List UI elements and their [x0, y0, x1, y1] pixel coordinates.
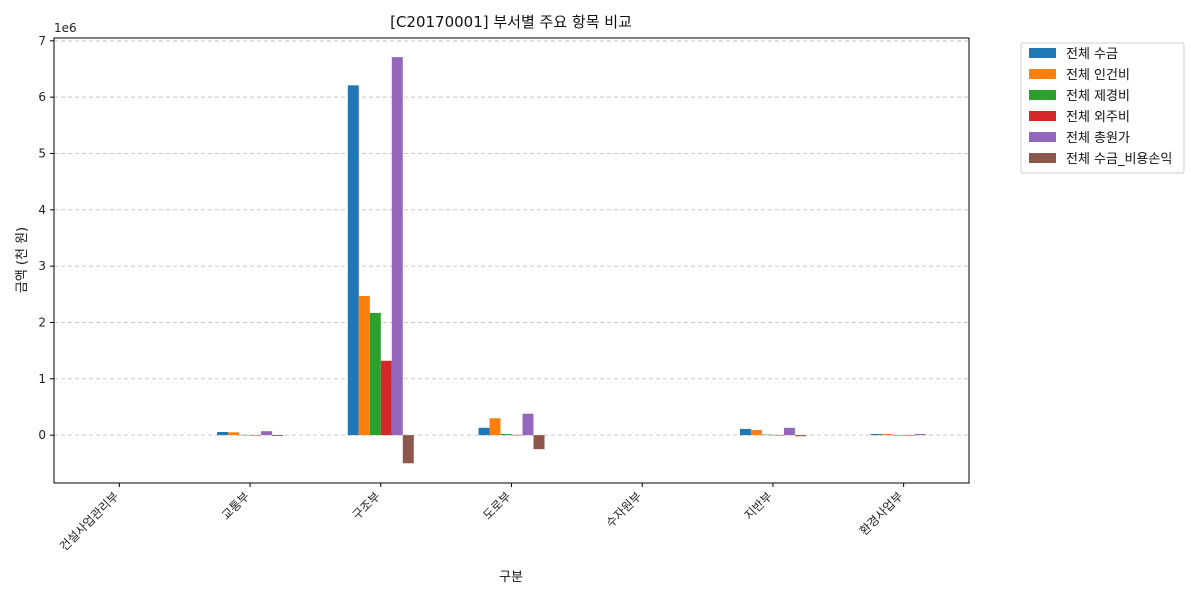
bar-3-4 [500, 433, 512, 436]
y-axis-title: 금액 (천 원) [15, 227, 30, 293]
bar-1-7 [870, 433, 882, 436]
bar-1-6 [739, 428, 751, 436]
bar-1-4 [478, 427, 490, 436]
bar-5-3 [391, 57, 403, 436]
x-tick-label-4: 도로부 [480, 489, 513, 522]
bar-5-6 [783, 427, 795, 436]
y-tick-label-5: 5 [38, 146, 46, 160]
legend-label-5: 전체 총원가 [1066, 131, 1130, 146]
legend-swatch-1 [1029, 48, 1056, 58]
legend-swatch-6 [1029, 153, 1056, 163]
bar-2-7 [881, 433, 893, 436]
legend-swatch-4 [1029, 111, 1056, 121]
y-tick-label-7: 7 [38, 34, 46, 48]
bar-6-2 [272, 435, 284, 436]
bar-3-2 [239, 434, 251, 436]
bar-4-3 [380, 360, 392, 436]
x-tick-label-2: 교통부 [219, 489, 252, 522]
bars [217, 57, 926, 464]
grid-lines [54, 40, 969, 436]
legend-label-2: 전체 인건비 [1066, 68, 1130, 83]
legend-swatch-3 [1029, 90, 1056, 100]
bar-3-7 [892, 434, 904, 436]
legend-box [1020, 42, 1185, 174]
bar-6-3 [402, 435, 414, 464]
y-tick-label-0: 0 [38, 428, 46, 442]
bar-4-2 [250, 434, 262, 436]
y-tick-label-1: 1 [38, 372, 46, 386]
chart-title: [C20170001] 부서별 주요 항목 비교 [390, 13, 632, 31]
bar-4-6 [772, 434, 784, 436]
bar-4-7 [903, 435, 915, 436]
y-axis: 0 1 2 3 4 5 6 7 [38, 34, 54, 442]
bar-4-4 [511, 434, 523, 436]
x-tick-label-5: 수자원부 [603, 489, 644, 530]
bar-5-7 [914, 433, 926, 436]
bar-3-3 [369, 312, 381, 436]
bar-6-6 [794, 435, 806, 437]
bar-2-2 [228, 432, 240, 436]
y-tick-label-6: 6 [38, 90, 46, 104]
y-tick-label-3: 3 [38, 259, 46, 273]
legend-swatch-5 [1029, 132, 1056, 142]
legend-label-4: 전체 외주비 [1066, 110, 1130, 125]
bar-5-2 [261, 431, 273, 436]
x-axis-title: 구분 [499, 570, 523, 585]
bar-2-3 [358, 295, 370, 436]
y-tick-label-2: 2 [38, 315, 46, 329]
legend-label-3: 전체 제경비 [1066, 89, 1130, 104]
x-tick-label-1: 건설사업관리부 [57, 489, 122, 554]
x-axis: 건설사업관리부 교통부 구조부 도로부 수자원부 지반부 환경사업부 [57, 483, 906, 554]
bar-2-6 [750, 430, 762, 436]
y-tick-label-4: 4 [38, 203, 46, 217]
bar-1-3 [347, 85, 359, 436]
legend-label-6: 전체 수금_비용손익 [1066, 152, 1172, 167]
bar-3-6 [761, 434, 773, 436]
bar-5-4 [522, 413, 534, 436]
legend-label-1: 전체 수금 [1066, 47, 1118, 62]
x-tick-label-3: 구조부 [350, 489, 383, 522]
legend-swatch-2 [1029, 69, 1056, 79]
x-tick-label-6: 지반부 [742, 489, 775, 522]
bar-2-4 [489, 418, 501, 436]
plot-frame [53, 37, 970, 484]
x-tick-label-7: 환경사업부 [857, 489, 906, 538]
bar-1-2 [217, 432, 229, 436]
y-offset-label: 1e6 [54, 21, 77, 35]
bar-6-4 [533, 435, 545, 450]
